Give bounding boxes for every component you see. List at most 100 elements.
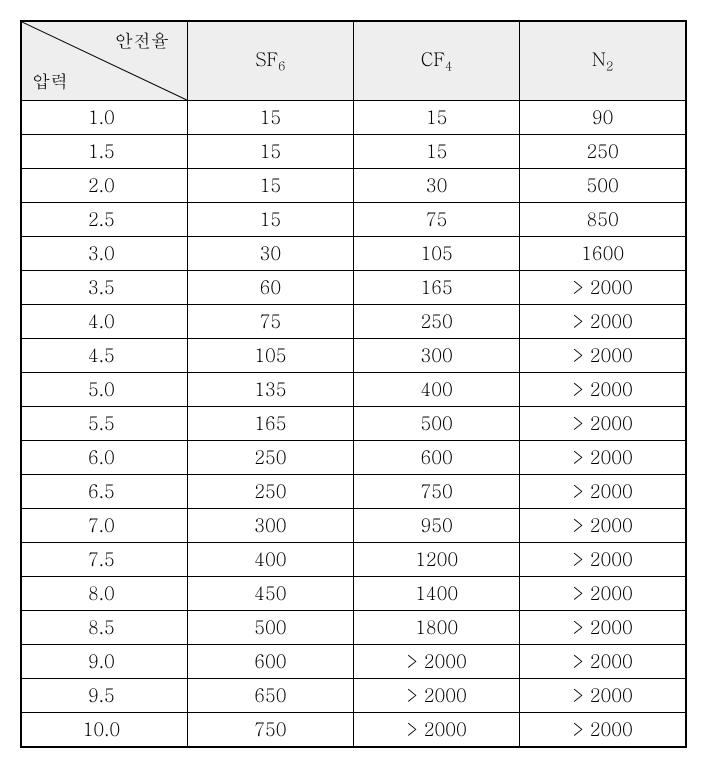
cf4-cell: 15 <box>354 135 520 169</box>
n2-cell: 850 <box>520 203 686 237</box>
table-row: 6.5250750> 2000 <box>21 475 686 509</box>
table-row: 5.0135400> 2000 <box>21 373 686 407</box>
sf6-cell: 250 <box>187 475 353 509</box>
sf6-cell: 750 <box>187 713 353 748</box>
sf6-cell: 165 <box>187 407 353 441</box>
sf6-cell: 60 <box>187 271 353 305</box>
pressure-cell: 6.0 <box>21 441 187 475</box>
n2-cell: > 2000 <box>520 679 686 713</box>
table-row: 10.0750> 2000> 2000 <box>21 713 686 748</box>
sf6-cell: 15 <box>187 135 353 169</box>
cf4-cell: 950 <box>354 509 520 543</box>
sf6-cell: 15 <box>187 169 353 203</box>
header-cf4-text: CF <box>421 47 445 72</box>
cf4-cell: 500 <box>354 407 520 441</box>
sf6-cell: 450 <box>187 577 353 611</box>
cf4-cell: 1200 <box>354 543 520 577</box>
cf4-cell: 105 <box>354 237 520 271</box>
table-row: 3.0301051600 <box>21 237 686 271</box>
n2-cell: 500 <box>520 169 686 203</box>
table-row: 2.51575850 <box>21 203 686 237</box>
cf4-cell: 750 <box>354 475 520 509</box>
sf6-cell: 30 <box>187 237 353 271</box>
sf6-cell: 15 <box>187 203 353 237</box>
sf6-cell: 250 <box>187 441 353 475</box>
table-row: 1.51515250 <box>21 135 686 169</box>
table-row: 2.01530500 <box>21 169 686 203</box>
pressure-cell: 3.5 <box>21 271 187 305</box>
table-row: 9.5650> 2000> 2000 <box>21 679 686 713</box>
n2-cell: > 2000 <box>520 475 686 509</box>
table-row: 5.5165500> 2000 <box>21 407 686 441</box>
sf6-cell: 135 <box>187 373 353 407</box>
n2-cell: > 2000 <box>520 611 686 645</box>
table-row: 3.560165> 2000 <box>21 271 686 305</box>
n2-cell: > 2000 <box>520 543 686 577</box>
cf4-cell: 400 <box>354 373 520 407</box>
n2-cell: > 2000 <box>520 509 686 543</box>
header-sf6: SF6 <box>187 21 353 101</box>
pressure-safety-table-container: 안전율 압력 SF6 CF4 N2 1.01515901.515152502.0… <box>20 20 687 748</box>
cf4-cell: 30 <box>354 169 520 203</box>
pressure-cell: 1.5 <box>21 135 187 169</box>
sf6-cell: 75 <box>187 305 353 339</box>
header-sf6-sub: 6 <box>278 57 286 75</box>
header-pressure-label: 압력 <box>32 69 68 94</box>
header-cf4-sub: 4 <box>445 57 453 75</box>
pressure-cell: 8.5 <box>21 611 187 645</box>
pressure-cell: 6.5 <box>21 475 187 509</box>
table-row: 4.075250> 2000 <box>21 305 686 339</box>
n2-cell: 1600 <box>520 237 686 271</box>
sf6-cell: 15 <box>187 101 353 135</box>
pressure-cell: 2.0 <box>21 169 187 203</box>
header-diagonal-cell: 안전율 압력 <box>21 21 187 101</box>
pressure-cell: 10.0 <box>21 713 187 748</box>
pressure-cell: 4.0 <box>21 305 187 339</box>
n2-cell: > 2000 <box>520 577 686 611</box>
pressure-cell: 8.0 <box>21 577 187 611</box>
pressure-cell: 5.5 <box>21 407 187 441</box>
pressure-safety-table: 안전율 압력 SF6 CF4 N2 1.01515901.515152502.0… <box>20 20 687 748</box>
sf6-cell: 600 <box>187 645 353 679</box>
cf4-cell: 15 <box>354 101 520 135</box>
n2-cell: > 2000 <box>520 407 686 441</box>
sf6-cell: 400 <box>187 543 353 577</box>
cf4-cell: 1800 <box>354 611 520 645</box>
sf6-cell: 300 <box>187 509 353 543</box>
n2-cell: 250 <box>520 135 686 169</box>
table-row: 9.0600> 2000> 2000 <box>21 645 686 679</box>
pressure-cell: 7.5 <box>21 543 187 577</box>
header-n2: N2 <box>520 21 686 101</box>
sf6-cell: 105 <box>187 339 353 373</box>
cf4-cell: 300 <box>354 339 520 373</box>
header-n2-sub: 2 <box>606 57 614 75</box>
pressure-cell: 9.0 <box>21 645 187 679</box>
sf6-cell: 650 <box>187 679 353 713</box>
cf4-cell: 75 <box>354 203 520 237</box>
table-row: 8.55001800> 2000 <box>21 611 686 645</box>
table-row: 8.04501400> 2000 <box>21 577 686 611</box>
pressure-cell: 5.0 <box>21 373 187 407</box>
header-cf4: CF4 <box>354 21 520 101</box>
header-safety-label: 안전율 <box>115 28 169 53</box>
pressure-cell: 2.5 <box>21 203 187 237</box>
cf4-cell: 1400 <box>354 577 520 611</box>
header-sf6-text: SF <box>255 47 278 72</box>
cf4-cell: 600 <box>354 441 520 475</box>
table-row: 6.0250600> 2000 <box>21 441 686 475</box>
pressure-cell: 1.0 <box>21 101 187 135</box>
n2-cell: 90 <box>520 101 686 135</box>
header-row: 안전율 압력 SF6 CF4 N2 <box>21 21 686 101</box>
pressure-cell: 4.5 <box>21 339 187 373</box>
table-row: 7.54001200> 2000 <box>21 543 686 577</box>
n2-cell: > 2000 <box>520 339 686 373</box>
pressure-cell: 9.5 <box>21 679 187 713</box>
n2-cell: > 2000 <box>520 441 686 475</box>
table-row: 1.0151590 <box>21 101 686 135</box>
header-n2-text: N <box>592 47 606 72</box>
cf4-cell: 250 <box>354 305 520 339</box>
table-row: 4.5105300> 2000 <box>21 339 686 373</box>
n2-cell: > 2000 <box>520 271 686 305</box>
cf4-cell: > 2000 <box>354 713 520 748</box>
table-body: 1.01515901.515152502.015305002.515758503… <box>21 101 686 748</box>
